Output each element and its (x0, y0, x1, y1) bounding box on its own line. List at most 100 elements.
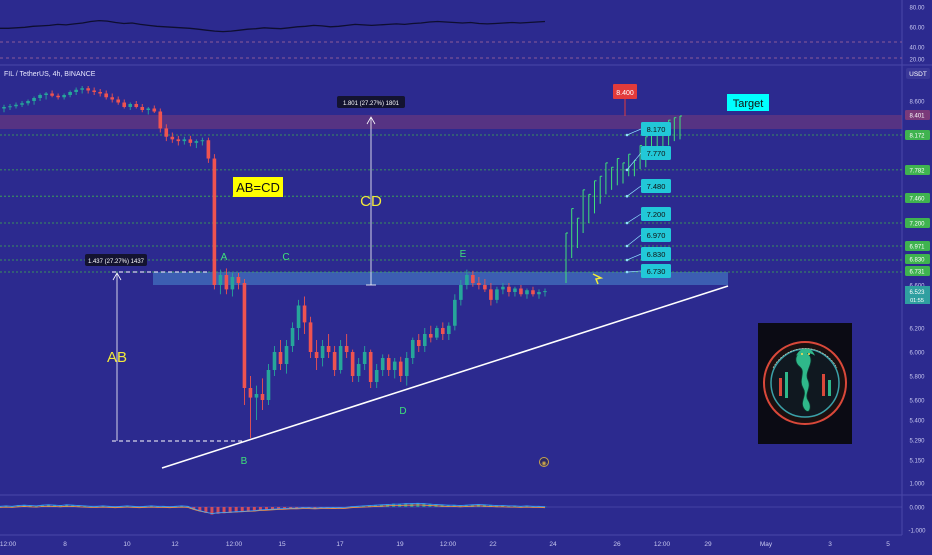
price-tick: 6.731 (909, 270, 925, 276)
macd-bar (489, 504, 492, 507)
macd-bar (46, 504, 50, 507)
macd-bar (240, 507, 244, 513)
candle-body (525, 290, 529, 295)
price-tick-badge (905, 266, 930, 276)
candle-body (459, 285, 463, 300)
candle-body (314, 352, 319, 358)
level-box (641, 247, 671, 261)
macd-bar (83, 505, 87, 507)
price-tick: -1.000 (908, 529, 926, 535)
candle-body (56, 95, 60, 98)
candle-body (453, 299, 457, 326)
candle-body (410, 340, 415, 358)
candle-body (356, 364, 361, 376)
candle-body (206, 140, 211, 159)
candle-body (2, 107, 6, 109)
candle-body (8, 106, 12, 108)
level-box (641, 122, 671, 136)
price-tick: 8.401 (909, 114, 925, 120)
cd-readout-box (337, 96, 405, 108)
candle-body (380, 358, 385, 370)
time-tick: 29 (704, 541, 712, 548)
level-dot (625, 221, 629, 225)
level-value: 8.170 (647, 125, 666, 134)
macd-bar (198, 507, 202, 512)
target-zone[interactable] (0, 115, 902, 129)
symbol-title: FIL / TetherUS, 4h, BINANCE (4, 71, 96, 78)
candle-body (104, 93, 108, 98)
price-tick-badge (905, 110, 930, 120)
cd-arrow-head (366, 116, 376, 125)
candle-body (477, 283, 481, 285)
level-value: 7.480 (647, 182, 666, 191)
macd-bar (464, 504, 468, 507)
candle-body (14, 104, 18, 107)
candle-body (50, 93, 54, 96)
candle-body (537, 292, 541, 295)
time-tick: 12:00 (226, 541, 243, 548)
level-connector (626, 185, 642, 197)
candle-body (86, 88, 90, 91)
candle-body (62, 95, 66, 98)
macd-bar (216, 507, 220, 514)
point-e: E (460, 249, 467, 260)
candle-body (242, 283, 247, 388)
point-a: A (221, 252, 228, 263)
candle-body (302, 305, 307, 323)
oscillator-line (0, 19, 546, 33)
time-tick: 12:00 (654, 541, 671, 548)
price-tick: 6.830 (909, 258, 925, 264)
macd-bar (65, 504, 69, 507)
event-icon[interactable] (539, 457, 549, 467)
candle-body (296, 305, 301, 328)
price-tick: 80.00 (909, 6, 925, 12)
level-connector (626, 234, 642, 247)
time-tick: 12 (171, 541, 179, 548)
macd-bar (16, 505, 20, 507)
macd-bar (470, 504, 474, 507)
candle-body (368, 352, 373, 382)
price-tick-badge (905, 193, 930, 203)
candle-body (513, 288, 517, 292)
macd-bar (22, 504, 26, 507)
macd-bar (258, 507, 262, 511)
macd-bar (452, 504, 456, 507)
candle-body (254, 394, 259, 398)
ascending-trendline[interactable] (161, 285, 729, 469)
candle-body (416, 340, 421, 346)
macd-bar (513, 505, 517, 507)
price-tick: 5.800 (909, 375, 925, 381)
event-icon-glyph: ◉ (541, 461, 546, 467)
candle-body (344, 346, 349, 352)
macd-bar (283, 507, 287, 509)
macd-bar (28, 505, 32, 507)
countdown: 01:55 (910, 298, 924, 304)
price-tick: 6.971 (909, 245, 925, 251)
macd-bar (77, 505, 81, 507)
candle-body (182, 139, 187, 142)
candle-body (20, 103, 24, 105)
candle-body (465, 275, 469, 285)
price-tick-badge (905, 165, 930, 175)
price-axis[interactable]: 80.00 60.00 40.00 20.00 8.600 8.401 8.172 7.782… (905, 6, 930, 535)
yellow-marker (592, 273, 604, 285)
candle-body (134, 104, 139, 107)
macd-bar (246, 507, 250, 512)
level-dot (625, 244, 629, 248)
level-value: 6.730 (647, 267, 666, 276)
candle-body (507, 286, 511, 292)
price-tick: 1.000 (909, 482, 925, 488)
time-tick: 12:00 (0, 541, 17, 548)
macd-bar (210, 507, 214, 515)
macd-bar (361, 505, 365, 507)
candle-body (38, 95, 42, 98)
time-axis[interactable]: 12:00 8 10 12 12:00 15 17 19 12:00 22 24 26 12:00 29 M… (0, 541, 890, 548)
candle-body (398, 361, 403, 376)
candle-body (428, 334, 433, 338)
macd-bar (228, 507, 232, 513)
macd-bar (264, 507, 268, 510)
time-tick: 8 (63, 541, 67, 548)
support-zone[interactable] (153, 272, 728, 285)
macd-bar (204, 507, 208, 513)
